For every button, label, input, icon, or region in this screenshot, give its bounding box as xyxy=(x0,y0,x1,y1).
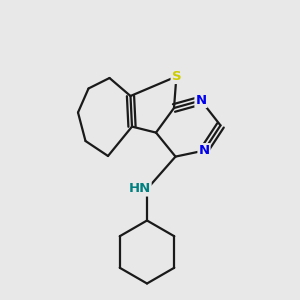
Text: S: S xyxy=(172,70,181,83)
Text: N: N xyxy=(198,144,210,157)
Text: HN: HN xyxy=(128,182,151,196)
Text: N: N xyxy=(195,94,207,107)
